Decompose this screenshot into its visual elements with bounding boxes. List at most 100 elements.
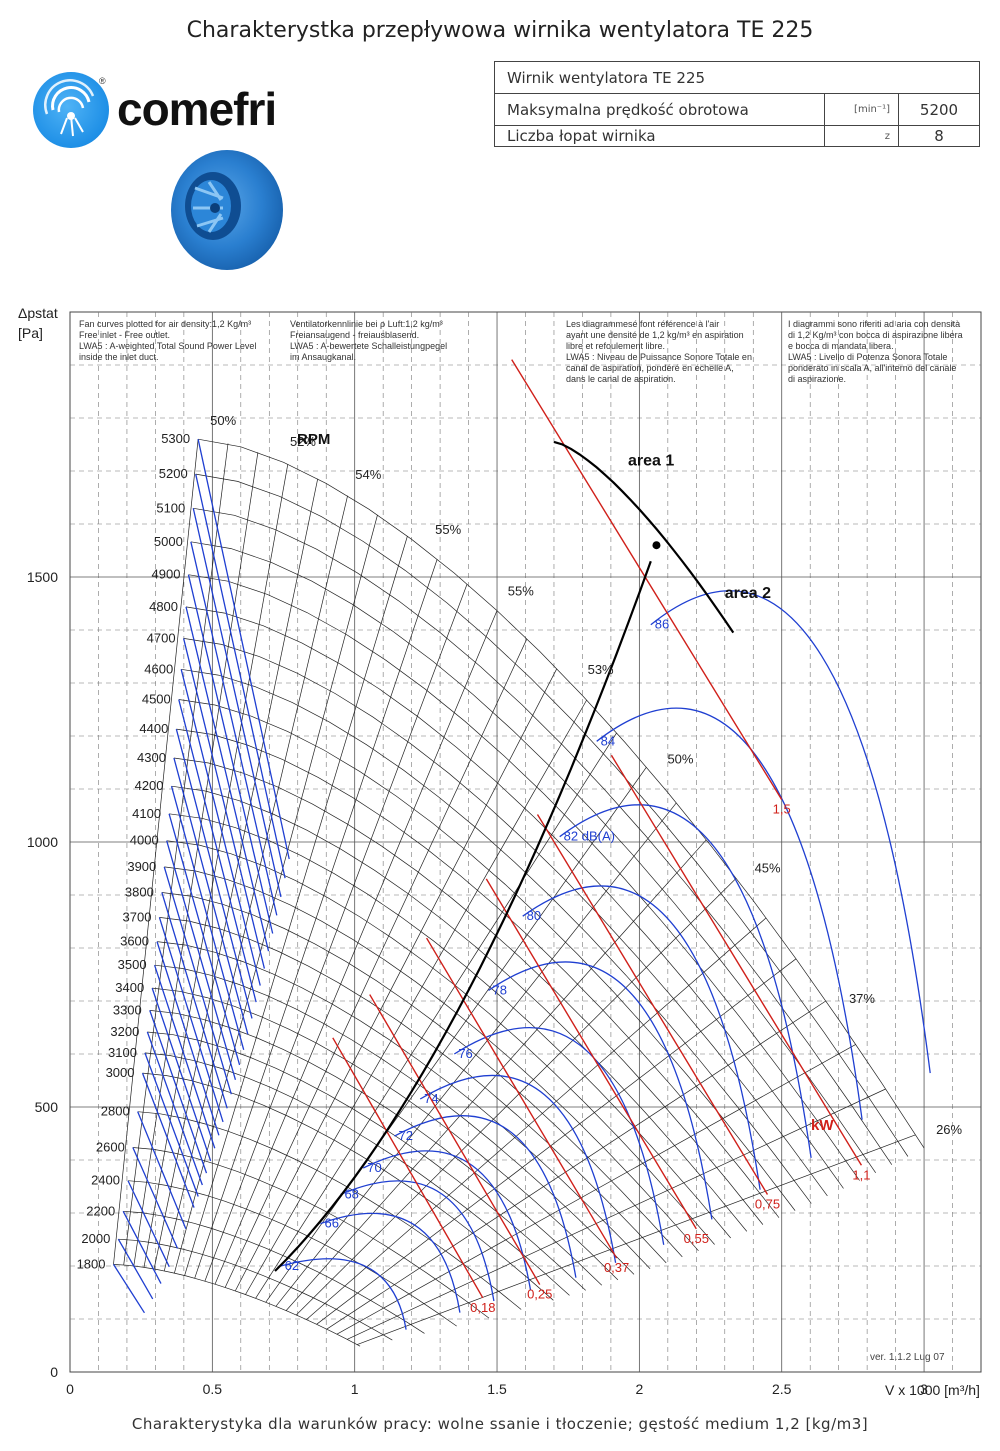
efficiency-radial-line [184,535,408,1276]
power-value-label: 0,18 [470,1300,495,1315]
power-line [536,814,769,1195]
note-line: im Ansaugkanal. [290,352,356,362]
note-line: Les diagrammesé font référence à l'air [566,319,719,329]
noise-curve [419,1074,617,1263]
efficiency-label: 45% [755,861,781,876]
efficiency-radial-line [245,699,588,1295]
note-line: I diagrammi sono riferiti ad aria con de… [788,319,960,329]
fan-pressure-curve [144,1052,199,1197]
fan-pressure-curve [175,728,253,1019]
y-tick-label: 500 [35,1099,59,1115]
footer-caption: Charakterystyka dla warunków pracy: woln… [131,1415,869,1433]
spec-table: Wirnik wentylatora TE 225 Maksymalna prę… [493,61,980,147]
fan-pressure-curve [149,1010,208,1174]
spec-impeller-label: Wirnik wentylatora TE 225 [494,61,980,94]
rpm-value-label: 2400 [91,1173,120,1188]
rpm-value-label: 4500 [142,692,171,707]
version-label: ver. 1.1.2 Lug 07 [870,1352,945,1363]
rpm-mesh-curve [142,1072,554,1301]
rpm-mesh-curve [178,699,796,1211]
note-line: inside the inlet duct. [79,352,159,362]
power-line [511,359,783,800]
note-line: ayant une densité de 1,2 kg/m³ en aspira… [566,330,744,340]
rpm-value-label: 5300 [161,431,190,446]
fan-pressure-curve [187,574,274,934]
noise-level-label: 72 [399,1128,413,1143]
note-line: canal de aspiration, pondéré en échelle … [566,363,734,373]
noise-level-label: 62 [285,1258,299,1273]
rpm-mesh-curve [185,606,844,1189]
efficiency-radial-line [153,478,319,1270]
rpm-value-label: 2000 [81,1231,110,1246]
y-tick-label: 1500 [27,569,58,585]
rpm-value-label: 2200 [86,1203,115,1218]
note-line: Free inlet - Free outlet. [79,330,170,340]
rpm-mesh-curve [166,840,715,1245]
rpm-mesh-curve [159,917,667,1264]
rpm-value-label: 3000 [106,1065,135,1080]
rpm-mesh-curve [190,541,876,1173]
x-tick-label: 0 [66,1381,74,1397]
rpm-mesh-curve [188,574,860,1181]
noise-curve [522,885,761,1190]
efficiency-radial-line [214,610,498,1285]
noise-curve [559,804,812,1158]
fan-pressure-curve [185,606,270,952]
fan-pressure-curve [141,1072,195,1208]
efficiency-radial-line [295,877,737,1316]
rpm-mesh-curve [127,1180,457,1327]
efficiency-radial-line [255,732,617,1299]
rpm-mesh-curve [183,638,828,1197]
fan-pressure-curve [173,757,249,1035]
rpm-value-label: 4600 [144,661,173,676]
x-tick-label: 0.5 [203,1381,223,1397]
efficiency-label: 53% [588,662,614,677]
rpm-value-label: 3100 [108,1045,137,1060]
fan-pressure-curve [151,987,212,1162]
note-line: LWA5 : Livello di Potenza Sonora Totale [788,352,947,362]
efficiency-label: 50% [210,413,236,428]
efficiency-radial-line [133,452,259,1266]
rpm-value-label: 3900 [127,859,156,874]
efficiency-radial-line [143,464,289,1268]
area-boundary-curve [553,440,735,634]
noise-curve [596,707,863,1120]
rpm-mesh-curve [171,785,748,1232]
power-line [425,937,618,1259]
fan-pressure-curve [168,813,241,1066]
rpm-value-label: 5100 [156,500,185,515]
efficiency-label: 55% [508,583,534,598]
fan-pressure-curve [180,669,261,986]
rpm-value-label: 4900 [152,567,181,582]
area-label: area 2 [725,585,771,602]
rpm-value-label: 4100 [132,806,161,821]
x-tick-label: 1.5 [487,1381,507,1397]
fan-pressure-curve [117,1238,154,1300]
fan-pressure-curve [158,917,224,1123]
power-value-label: 0,25 [527,1287,552,1302]
rpm-mesh-curve [147,1031,586,1291]
efficiency-radial-line [357,1134,916,1345]
rpm-mesh-curve [193,507,893,1165]
rpm-value-label: 4200 [135,778,164,793]
x-tick-label: 3 [920,1381,928,1397]
note-line: di aspirazione. [788,374,846,384]
noise-level-label: 68 [344,1186,358,1201]
kw-label: kW [811,1117,834,1134]
noise-curve [340,1180,495,1302]
x-tick-label: 1 [351,1381,359,1397]
efficiency-radial-line [194,558,438,1279]
spec-row-blades: Liczba łopat wirnika z 8 [493,125,980,147]
rpm-label: RPM [297,431,330,448]
rpm-value-label: 4800 [149,599,178,614]
spec-max-speed-label: Maksymalna prędkość obrotowa [493,93,825,126]
note-line: dans le canal de aspiration. [566,374,676,384]
noise-level-label: 84 [601,733,615,748]
rpm-mesh-curve [152,987,619,1281]
efficiency-radial-line [326,1000,826,1330]
rpm-value-label: 3500 [118,957,147,972]
rpm-mesh-curve [156,941,651,1269]
fan-chart: 0 0.5 1 1.5 2 2.5 3 0 500 1000 1500 Fan curves plo… [18,305,982,1398]
fan-pressure-curve [156,941,220,1136]
